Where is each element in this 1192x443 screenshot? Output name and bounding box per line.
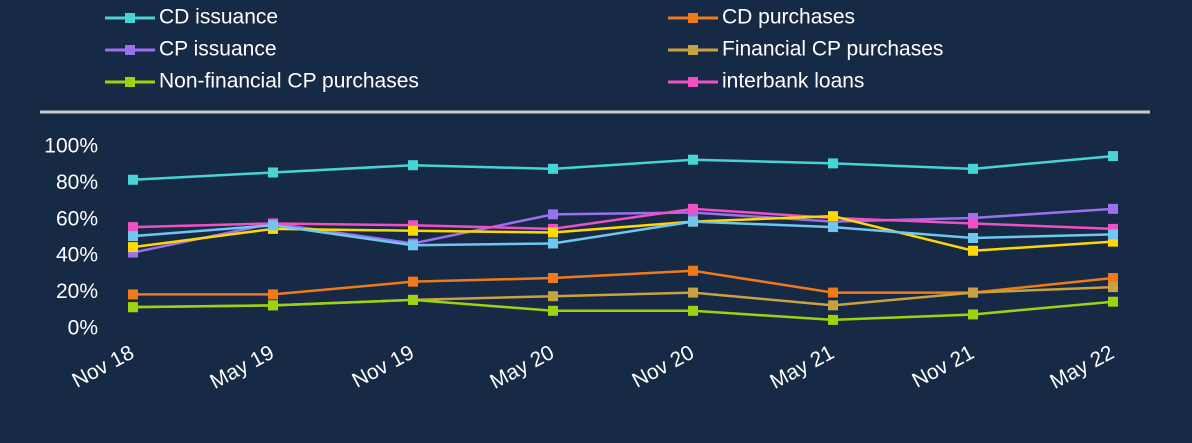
point-marker [128, 222, 138, 233]
legend-marker [125, 45, 135, 55]
point-marker [268, 220, 278, 231]
point-marker [1108, 282, 1118, 293]
series-line [132, 207, 1114, 231]
point-marker [548, 238, 558, 249]
y-tick-label: 80% [56, 171, 98, 194]
y-tick-label: 60% [56, 207, 98, 230]
y-tick-label: 20% [56, 280, 98, 303]
point-marker [128, 242, 138, 253]
point-marker [968, 245, 978, 256]
legend-marker [688, 45, 698, 55]
point-marker [548, 273, 558, 284]
point-marker [828, 287, 838, 298]
point-marker [548, 291, 558, 302]
point-marker [688, 265, 698, 276]
y-tick-label: 40% [56, 244, 98, 267]
legend-label: CP issuance [159, 38, 277, 61]
point-marker [688, 203, 698, 214]
series-line [132, 207, 1114, 254]
point-marker [408, 160, 418, 171]
point-marker [408, 225, 418, 236]
point-marker [268, 167, 278, 178]
point-marker [968, 218, 978, 229]
point-marker [128, 302, 138, 313]
legend-label: CD purchases [722, 6, 855, 29]
point-marker [128, 247, 138, 258]
point-marker [548, 209, 558, 220]
point-marker [128, 231, 138, 242]
point-marker [1108, 151, 1118, 162]
legend-label: Financial CP purchases [722, 38, 943, 61]
legend-label: CD issuance [159, 6, 278, 29]
point-marker [548, 163, 558, 174]
point-marker [128, 174, 138, 185]
point-marker [828, 222, 838, 233]
point-marker [408, 220, 418, 231]
point-marker [548, 227, 558, 238]
point-marker [408, 276, 418, 287]
series-line [132, 220, 1114, 247]
point-marker [968, 212, 978, 223]
point-marker [828, 158, 838, 169]
series-line [133, 269, 1114, 296]
point-marker [968, 163, 978, 174]
series-line [132, 154, 1114, 182]
point-marker [1108, 223, 1118, 234]
point-marker [408, 240, 418, 251]
point-marker [1108, 236, 1118, 247]
legend-label: interbank loans [722, 70, 864, 93]
legend-marker [688, 13, 698, 23]
series-line [132, 298, 1114, 322]
point-marker [968, 309, 978, 320]
point-marker [688, 305, 698, 316]
point-marker [968, 287, 978, 298]
point-marker [1108, 273, 1118, 284]
point-marker [828, 314, 838, 325]
point-marker [688, 287, 698, 298]
legend-label: Non-financial CP purchases [159, 70, 419, 93]
point-marker [408, 294, 418, 305]
point-marker [968, 233, 978, 243]
point-marker [688, 216, 698, 227]
point-marker [828, 300, 838, 311]
point-marker [548, 305, 558, 316]
point-marker [688, 154, 698, 165]
y-tick-label: 100% [44, 135, 98, 158]
point-marker [268, 289, 278, 300]
legend-marker [125, 77, 135, 87]
point-marker [1108, 203, 1118, 214]
point-marker [268, 300, 278, 311]
legend-marker [688, 77, 698, 87]
legend-marker [125, 13, 135, 23]
point-marker [1108, 229, 1118, 240]
y-tick-label: 0% [68, 317, 98, 340]
point-marker [128, 289, 138, 300]
point-marker [828, 211, 838, 222]
point-marker [1108, 296, 1118, 307]
